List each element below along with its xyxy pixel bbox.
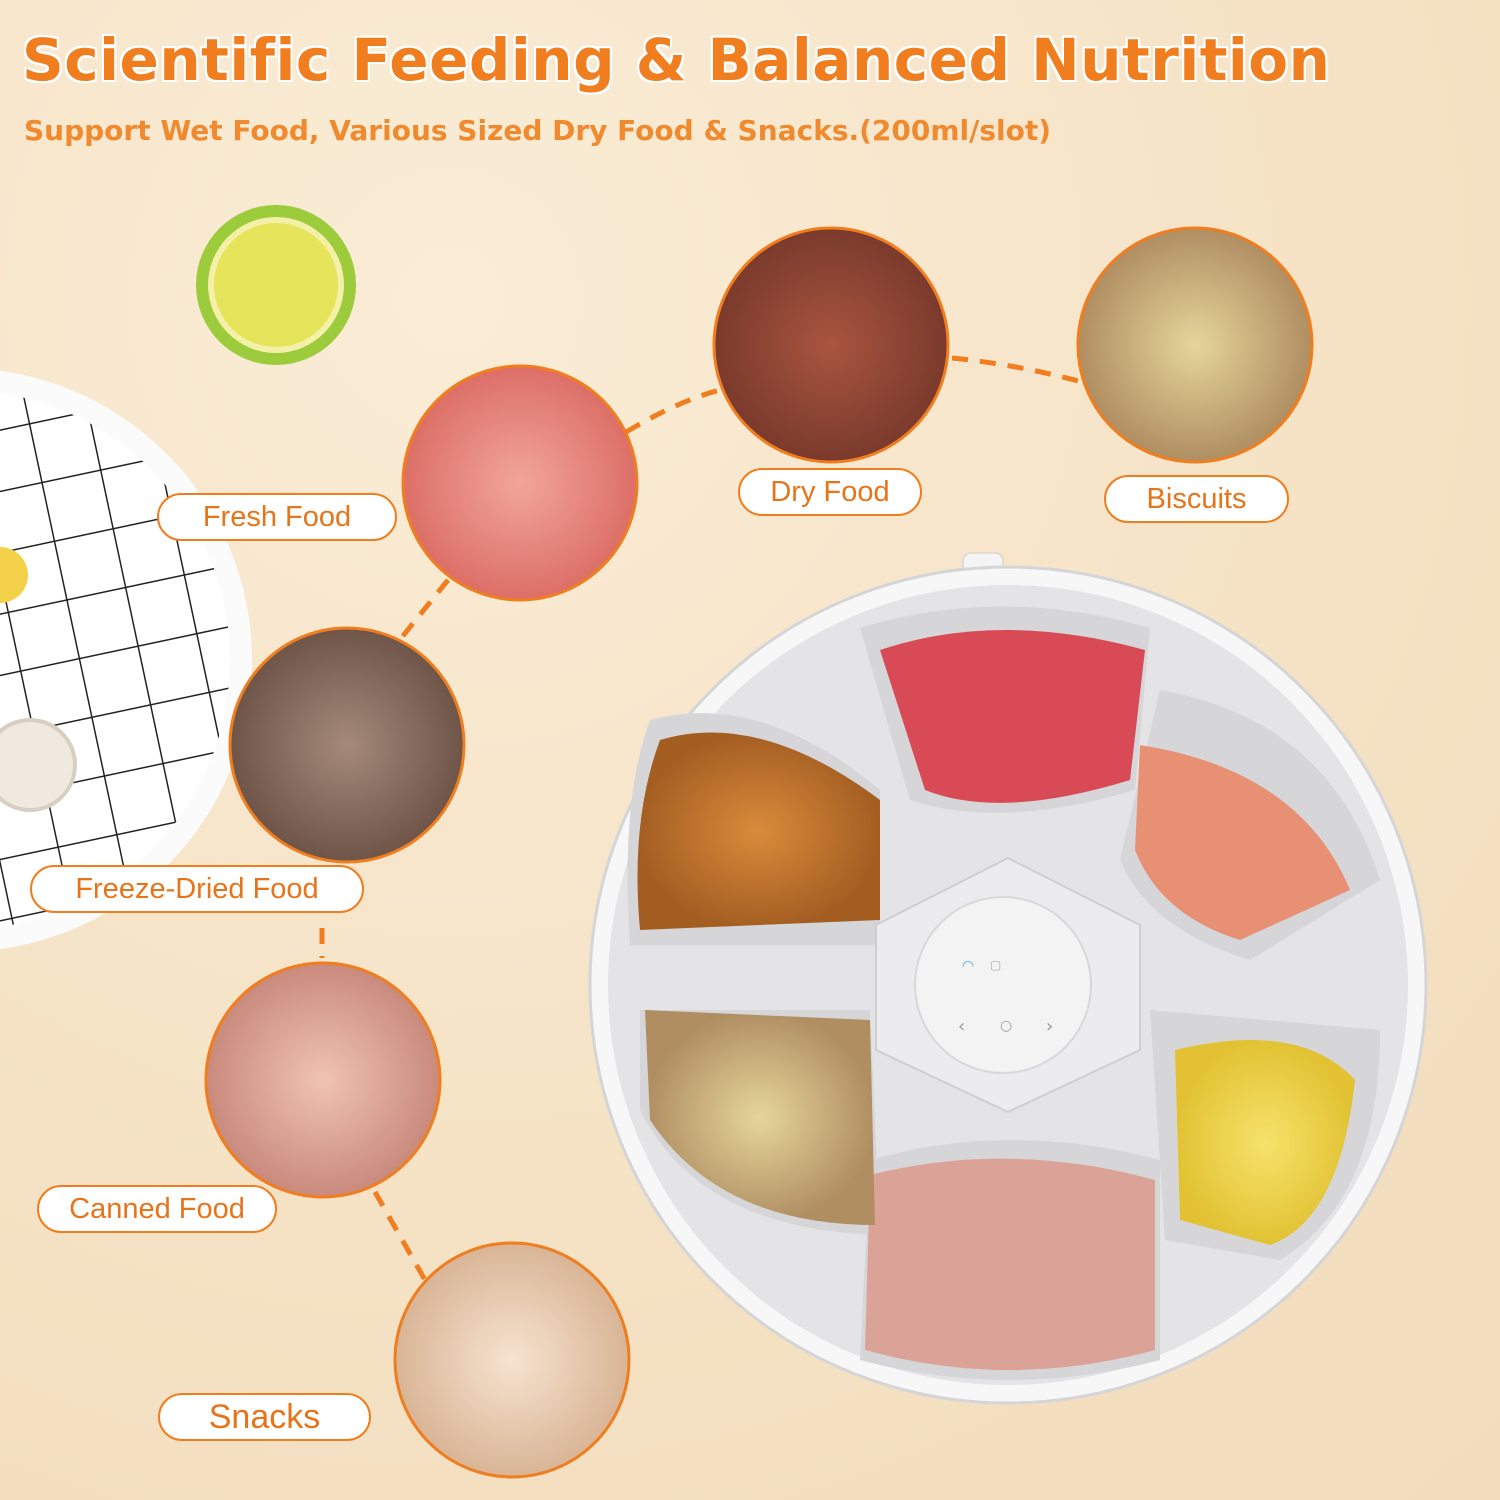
fresh-meat-image [401, 364, 639, 602]
label-canned-food: Canned Food [37, 1185, 277, 1233]
label-snacks: Snacks [158, 1393, 371, 1441]
wifi-icon: ◠ [962, 958, 975, 974]
lock-icon: ▢ [990, 958, 1002, 972]
label-freeze-dried-food: Freeze-Dried Food [30, 865, 364, 913]
label-dry-food: Dry Food [738, 468, 922, 516]
power-circle-icon[interactable]: ○ [1000, 1018, 1013, 1034]
page-title: Scientific Feeding & Balanced Nutrition [22, 26, 1331, 94]
chevron-right-icon[interactable]: › [1046, 1016, 1054, 1037]
connector-lines [319, 355, 1083, 1282]
kibble-image [712, 226, 950, 464]
shredded-chicken-image [393, 1241, 631, 1479]
feeder-device [588, 552, 1428, 1405]
canned-meat-image [204, 961, 442, 1199]
label-biscuits: Biscuits [1104, 475, 1289, 523]
bone-biscuit-image [1076, 226, 1314, 464]
freeze-dried-cubes-image [228, 626, 466, 864]
chevron-left-icon[interactable]: ‹ [958, 1016, 966, 1037]
lime-decoration [196, 205, 356, 365]
label-fresh-food: Fresh Food [157, 493, 397, 541]
page-subtitle: Support Wet Food, Various Sized Dry Food… [24, 114, 1052, 147]
